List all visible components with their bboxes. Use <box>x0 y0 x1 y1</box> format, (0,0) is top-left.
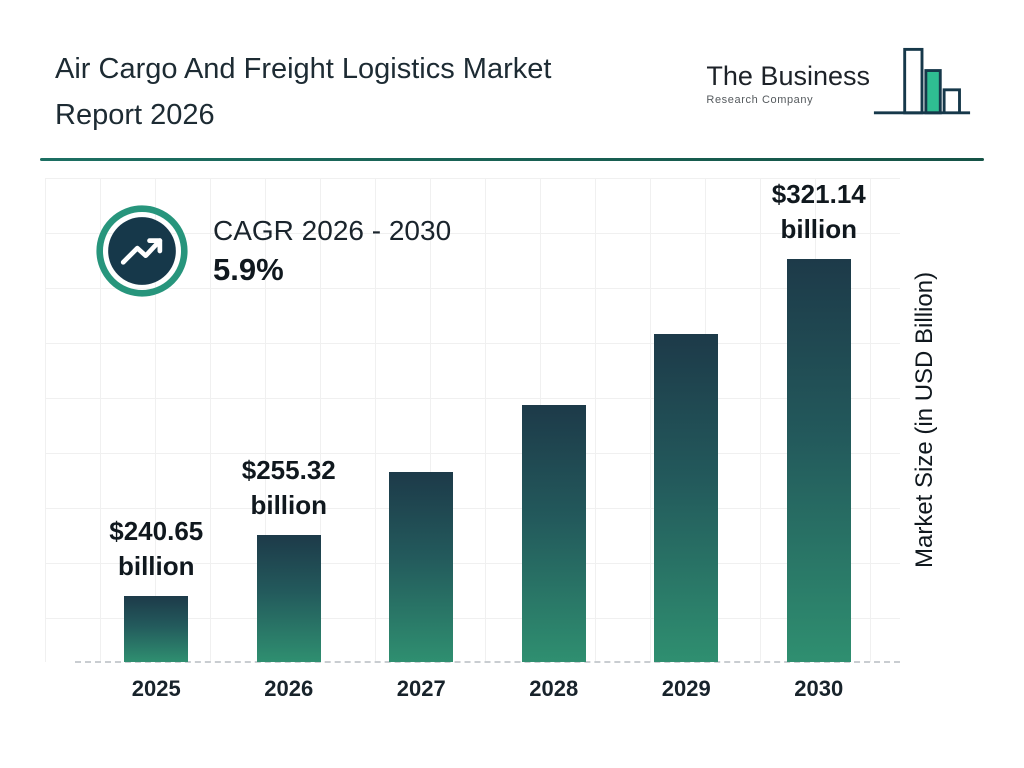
bar-column-2026: $255.32 billion <box>223 453 356 662</box>
logo-name: The Business <box>706 61 870 91</box>
cagr-callout: CAGR 2026 - 2030 5.9% <box>95 204 451 298</box>
bar-value-label-2026: $255.32 billion <box>242 453 336 523</box>
logo-barchart-icon <box>873 47 971 115</box>
bar-value-unit: billion <box>780 213 858 244</box>
bars-container: $240.65 billion $255.32 billion <box>45 178 900 662</box>
bar-column-2030: $321.14 billion <box>753 177 886 662</box>
x-axis-labels: 2025 2026 2027 2028 2029 2030 <box>45 676 900 702</box>
company-logo: The Business Research Company <box>706 44 972 124</box>
bar-value-amount: $240.65 <box>109 515 204 546</box>
header-divider <box>40 158 984 161</box>
logo-text: The Business Research Company <box>706 44 870 106</box>
page-title-line2: Report 2026 <box>55 99 215 132</box>
x-axis-baseline <box>75 661 900 663</box>
bar-value-amount: $255.32 <box>241 454 336 485</box>
x-tick-2030: 2030 <box>794 676 844 701</box>
bar-column-2025: $240.65 billion <box>90 514 223 662</box>
x-tick-2025: 2025 <box>131 676 181 701</box>
cagr-value: 5.9% <box>213 251 284 287</box>
bar-column-2029 <box>620 334 753 662</box>
bar-2025 <box>124 596 189 662</box>
logo-subtitle: Research Company <box>706 93 814 106</box>
x-tick-2027: 2027 <box>396 676 446 701</box>
x-tick-2029: 2029 <box>661 676 711 701</box>
x-tick-2026: 2026 <box>264 676 314 701</box>
trend-up-icon <box>96 205 188 297</box>
bar-value-unit: billion <box>250 489 328 520</box>
bar-value-amount: $321.14 <box>771 178 866 209</box>
bar-chart: $240.65 billion $255.32 billion <box>45 178 900 663</box>
bar-2028 <box>521 405 586 662</box>
cagr-text: CAGR 2026 - 2030 5.9% <box>213 215 451 288</box>
bar-column-2028 <box>488 405 621 662</box>
bar-column-2027 <box>355 472 488 662</box>
bar-value-label-2025: $240.65 billion <box>109 514 203 584</box>
cagr-label: CAGR 2026 - 2030 <box>213 214 452 246</box>
bar-2027 <box>389 472 454 662</box>
bar-value-label-2030: $321.14 billion <box>772 177 866 247</box>
x-tick-2028: 2028 <box>529 676 579 701</box>
page-title: Air Cargo And Freight Logistics Market R… <box>55 46 551 139</box>
bar-2026 <box>256 535 321 662</box>
y-axis-label: Market Size (in USD Billion) <box>911 271 938 569</box>
bar-2030 <box>786 259 851 662</box>
bar-2029 <box>654 334 719 662</box>
bar-value-unit: billion <box>117 550 195 581</box>
page-title-line1: Air Cargo And Freight Logistics Market <box>55 53 552 85</box>
